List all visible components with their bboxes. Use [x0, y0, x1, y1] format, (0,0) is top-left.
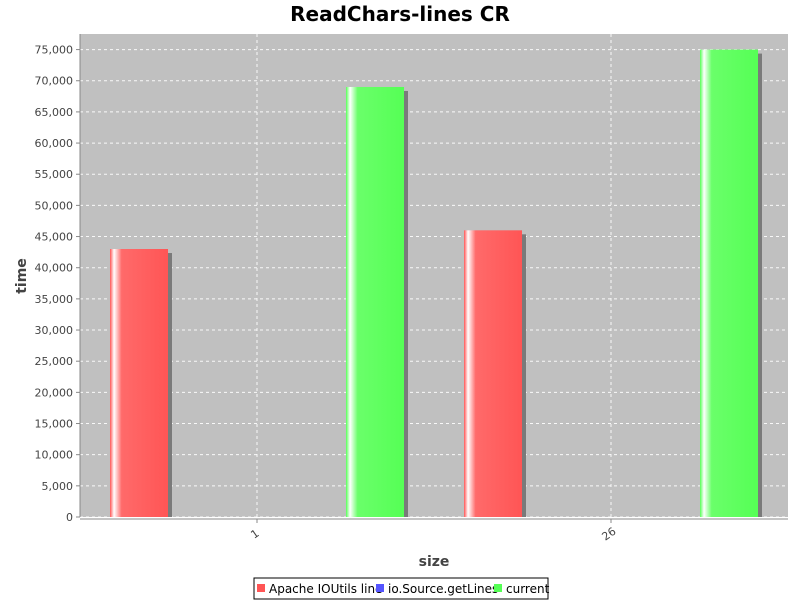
y-tick-label: 15,000	[35, 418, 74, 431]
chart-title: ReadChars-lines CR	[290, 2, 510, 26]
y-tick-label: 75,000	[35, 44, 74, 57]
y-tick-label: 10,000	[35, 449, 74, 462]
y-tick-label: 5,000	[42, 480, 74, 493]
plot-area	[80, 34, 788, 517]
legend-label: Apache IOUtils line	[269, 582, 382, 596]
y-tick-label: 50,000	[35, 199, 74, 212]
y-tick-label: 65,000	[35, 106, 74, 119]
legend-label: io.Source.getLines	[388, 582, 498, 596]
legend-swatch	[494, 584, 502, 592]
x-axis-ticks: 1 26	[248, 519, 618, 543]
y-axis-label: time	[14, 258, 30, 294]
legend-swatch	[376, 584, 384, 592]
y-tick-label: 45,000	[35, 231, 74, 244]
y-tick-label: 25,000	[35, 355, 74, 368]
y-tick-label: 60,000	[35, 137, 74, 150]
y-tick-label: 20,000	[35, 386, 74, 399]
legend-box	[253, 577, 549, 600]
bars	[110, 49, 762, 518]
y-tick-label: 70,000	[35, 75, 74, 88]
bar	[464, 230, 522, 517]
bar	[346, 86, 404, 518]
y-tick-label: 55,000	[35, 168, 74, 181]
x-tick-label: 1	[248, 527, 261, 542]
y-axis-ticks: 0 5,000 10,000 15,000 20,000 25,000 30,000 35,0…	[35, 44, 80, 524]
legend: Apache IOUtils line io.Source.getLines cur…	[253, 577, 550, 600]
bar	[110, 249, 168, 517]
grid-lines	[80, 34, 788, 518]
y-tick-label: 40,000	[35, 262, 74, 275]
y-tick-label: 35,000	[35, 293, 74, 306]
legend-swatch	[257, 584, 265, 592]
legend-items: Apache IOUtils line io.Source.getLines cur…	[257, 582, 550, 596]
x-tick-label: 26	[600, 525, 619, 544]
y-tick-label: 0	[66, 511, 73, 524]
x-axis-label: size	[419, 554, 450, 570]
y-tick-label: 30,000	[35, 324, 74, 337]
legend-label: current	[506, 582, 550, 596]
bar	[700, 49, 758, 517]
